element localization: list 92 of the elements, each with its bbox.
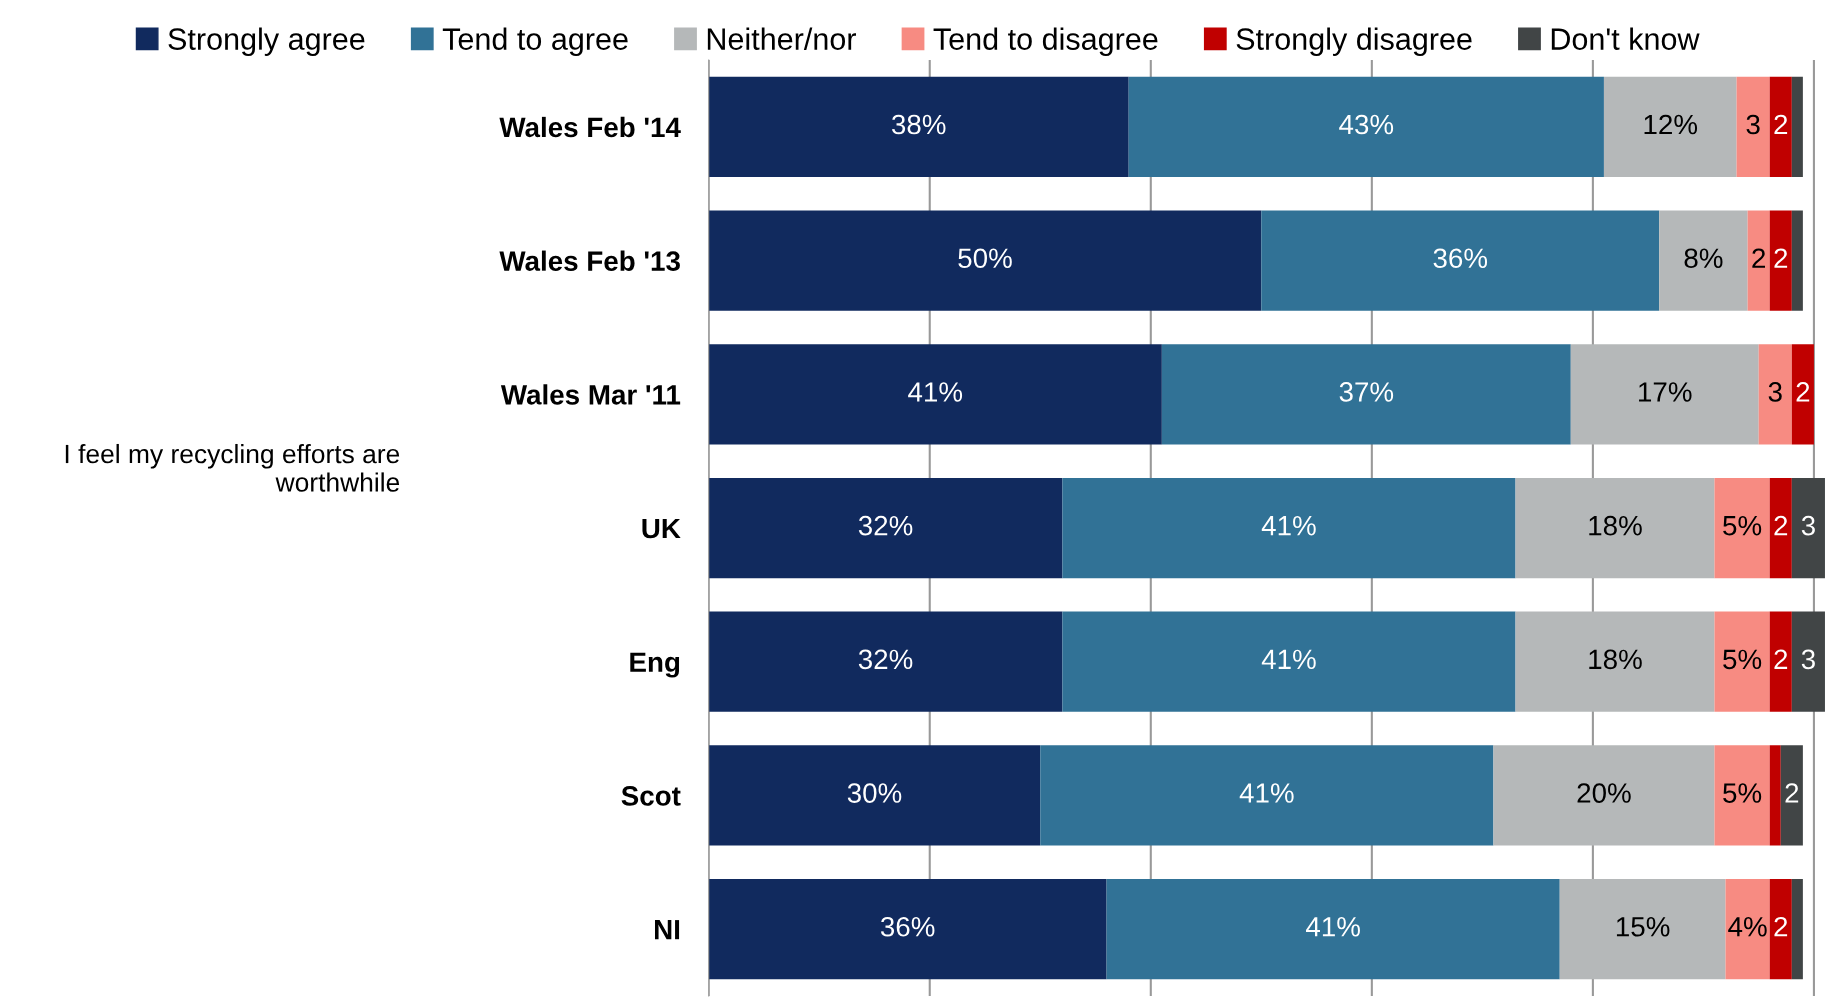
data-label: 32% [858,515,913,536]
legend-label: Strongly agree [168,27,365,56]
data-label: 12% [1644,114,1698,135]
data-label: 41% [1261,515,1316,536]
data-label: 2 [1774,248,1788,268]
bar [1106,879,1560,980]
legend-label: Tend to disagree [933,27,1158,56]
bar [1261,210,1660,311]
data-label: 32% [858,649,913,670]
data-label: 41% [1305,917,1360,937]
data-label: 41% [1261,649,1316,670]
data-label: 41% [1239,783,1294,803]
data-label: 3 [1801,515,1815,536]
data-label: 3 [1801,649,1815,670]
bar [1493,745,1715,846]
bar [1128,76,1604,178]
data-label: 20% [1577,783,1631,803]
bar [1570,344,1759,445]
data-label: 15% [1616,917,1670,937]
data-label: 2 [1774,515,1788,536]
bar [708,745,1041,846]
bar [1769,477,1792,579]
bar [1747,210,1770,311]
bar [1515,611,1715,712]
bar [1791,477,1825,579]
bar [1791,611,1825,712]
data-label: 50% [958,248,1012,269]
bar [1714,477,1770,579]
bar [708,477,1063,579]
text: I feel my recycling efforts are worthwhile [65,443,400,492]
data-label: 3 [1768,382,1782,402]
bar [1714,611,1770,712]
data-label: 4% [1728,917,1767,937]
bar [1161,344,1571,445]
data-label: 5% [1723,783,1762,803]
y-tick-label: Wales Mar '11 [500,384,681,405]
y-tick-label: Wales Feb '14 [499,116,681,138]
bar [1769,76,1792,178]
bar [1791,344,1814,445]
data-label: 36% [880,916,935,937]
data-label: 3 [1746,114,1760,135]
data-label: 43% [1339,114,1394,135]
bar [708,879,1107,980]
data-label: 2 [1774,916,1788,937]
y-tick-label: Eng [630,652,680,678]
bar [708,344,1162,445]
data-label: 17% [1639,382,1692,402]
bar [1736,76,1770,178]
y-tick-label: Scot [621,786,681,806]
data-label: 18% [1589,649,1642,670]
bar [1769,611,1792,712]
legend-label: Strongly disagree [1236,27,1472,56]
data-label: 18% [1589,515,1642,536]
legend-label: Tend to agree [442,27,628,56]
bar [1791,210,1803,311]
bar [1725,879,1770,980]
y-tick-label: NI [655,920,680,940]
bar [1791,76,1803,178]
bar [1062,477,1516,579]
bar [1515,477,1715,579]
legend-label: Don't know [1551,27,1700,50]
bar [1559,879,1726,980]
data-label: 30% [847,783,902,803]
bar [1714,745,1770,846]
data-label: 37% [1339,382,1394,402]
bar [708,611,1063,712]
data-label: 2 [1796,382,1810,402]
data-label: 2 [1785,783,1799,803]
bar [1780,745,1803,846]
bar [1659,210,1748,311]
y-tick-label: UK [642,518,681,539]
data-label: 38% [891,114,946,135]
bar [1062,611,1516,712]
data-label: 41% [908,382,963,402]
bar [1791,879,1803,980]
data-label: 2 [1774,114,1788,135]
data-label: 2 [1752,248,1765,268]
data-label: 36% [1433,248,1488,269]
data-label: 8% [1684,248,1723,269]
bar [1769,879,1792,980]
bar [708,210,1262,311]
bar [1040,745,1494,846]
data-label: 2 [1774,649,1788,669]
bar [708,76,1129,178]
legend-label: Neither/nor [707,27,856,50]
bar [1758,344,1792,445]
data-label: 5% [1723,649,1762,670]
data-label: 5% [1723,515,1762,536]
bar [1769,210,1792,311]
bar [1603,76,1737,178]
y-tick-label: Wales Feb '13 [499,250,680,271]
bar [1769,745,1781,846]
